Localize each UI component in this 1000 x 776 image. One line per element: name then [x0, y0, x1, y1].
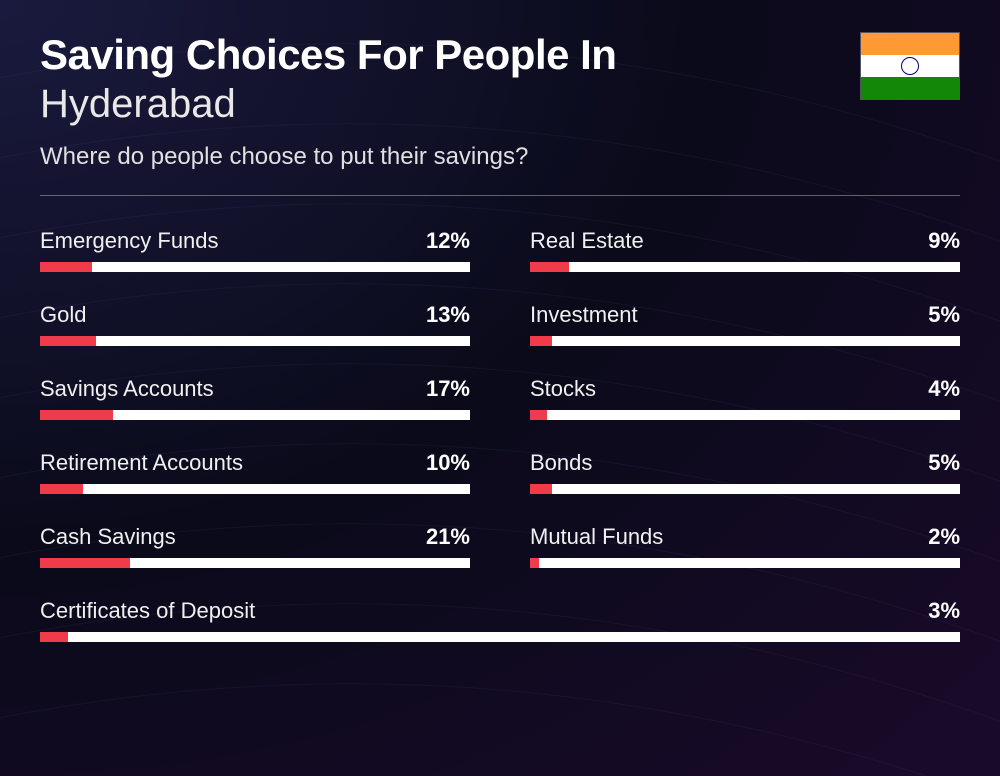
title-main: Saving Choices For People In — [40, 32, 860, 78]
bar-fill — [40, 336, 96, 346]
chart-item-head: Real Estate 9% — [530, 228, 960, 254]
subtitle: Where do people choose to put their savi… — [40, 143, 860, 171]
chart-item-label: Mutual Funds — [530, 524, 663, 550]
bar-track — [530, 558, 960, 568]
chart-item-label: Savings Accounts — [40, 376, 214, 402]
chart-item: Mutual Funds 2% — [530, 524, 960, 568]
chart-item: Bonds 5% — [530, 450, 960, 494]
bar-track — [40, 632, 960, 642]
chart-item-label: Bonds — [530, 450, 592, 476]
chart-item-value: 4% — [928, 376, 960, 402]
ashoka-chakra-icon — [901, 57, 919, 75]
bar-fill — [530, 336, 552, 346]
chart-item-head: Cash Savings 21% — [40, 524, 470, 550]
bar-track — [530, 484, 960, 494]
bar-track — [40, 558, 470, 568]
chart-item-head: Retirement Accounts 10% — [40, 450, 470, 476]
bar-fill — [530, 558, 539, 568]
chart-item-value: 9% — [928, 228, 960, 254]
chart-item-head: Savings Accounts 17% — [40, 376, 470, 402]
bar-track — [530, 262, 960, 272]
chart-item: Real Estate 9% — [530, 228, 960, 272]
chart-item: Cash Savings 21% — [40, 524, 470, 568]
chart-item: Retirement Accounts 10% — [40, 450, 470, 494]
title-city: Hyderabad — [40, 82, 860, 127]
chart-item-head: Bonds 5% — [530, 450, 960, 476]
chart-item-head: Stocks 4% — [530, 376, 960, 402]
chart-item-label: Stocks — [530, 376, 596, 402]
bar-fill — [40, 558, 130, 568]
bar-track — [40, 262, 470, 272]
bar-fill — [40, 484, 83, 494]
flag-green-stripe — [861, 77, 959, 99]
chart-item-label: Certificates of Deposit — [40, 598, 255, 624]
chart-item: Savings Accounts 17% — [40, 376, 470, 420]
chart-item-label: Gold — [40, 302, 86, 328]
chart-item-value: 21% — [426, 524, 470, 550]
chart-item-value: 13% — [426, 302, 470, 328]
bar-fill — [40, 632, 68, 642]
chart-item-head: Investment 5% — [530, 302, 960, 328]
chart-item-head: Mutual Funds 2% — [530, 524, 960, 550]
chart-item-value: 3% — [928, 598, 960, 624]
chart-item-value: 5% — [928, 302, 960, 328]
header: Saving Choices For People In Hyderabad W… — [40, 32, 960, 171]
chart-item-value: 17% — [426, 376, 470, 402]
bar-fill — [530, 262, 569, 272]
chart-item-value: 10% — [426, 450, 470, 476]
chart-item-label: Emergency Funds — [40, 228, 219, 254]
bar-track — [40, 410, 470, 420]
chart-item: Emergency Funds 12% — [40, 228, 470, 272]
chart-item-value: 2% — [928, 524, 960, 550]
bar-track — [40, 484, 470, 494]
chart-item: Certificates of Deposit 3% — [40, 598, 960, 642]
india-flag-icon — [860, 32, 960, 100]
chart-item-label: Investment — [530, 302, 638, 328]
chart-item-value: 5% — [928, 450, 960, 476]
chart-item-label: Retirement Accounts — [40, 450, 243, 476]
bar-track — [530, 410, 960, 420]
flag-saffron-stripe — [861, 33, 959, 55]
chart-item: Stocks 4% — [530, 376, 960, 420]
bar-fill — [530, 484, 552, 494]
bar-track — [530, 336, 960, 346]
chart-item-label: Cash Savings — [40, 524, 176, 550]
bar-track — [40, 336, 470, 346]
chart-item-value: 12% — [426, 228, 470, 254]
flag-white-stripe — [861, 55, 959, 77]
divider — [40, 195, 960, 196]
chart-item-head: Emergency Funds 12% — [40, 228, 470, 254]
chart-grid: Emergency Funds 12% Real Estate 9% Gold 13% In… — [40, 228, 960, 642]
chart-item: Gold 13% — [40, 302, 470, 346]
chart-item-head: Certificates of Deposit 3% — [40, 598, 960, 624]
bar-fill — [530, 410, 547, 420]
chart-item-head: Gold 13% — [40, 302, 470, 328]
chart-item: Investment 5% — [530, 302, 960, 346]
bar-fill — [40, 410, 113, 420]
bar-fill — [40, 262, 92, 272]
chart-item-label: Real Estate — [530, 228, 644, 254]
